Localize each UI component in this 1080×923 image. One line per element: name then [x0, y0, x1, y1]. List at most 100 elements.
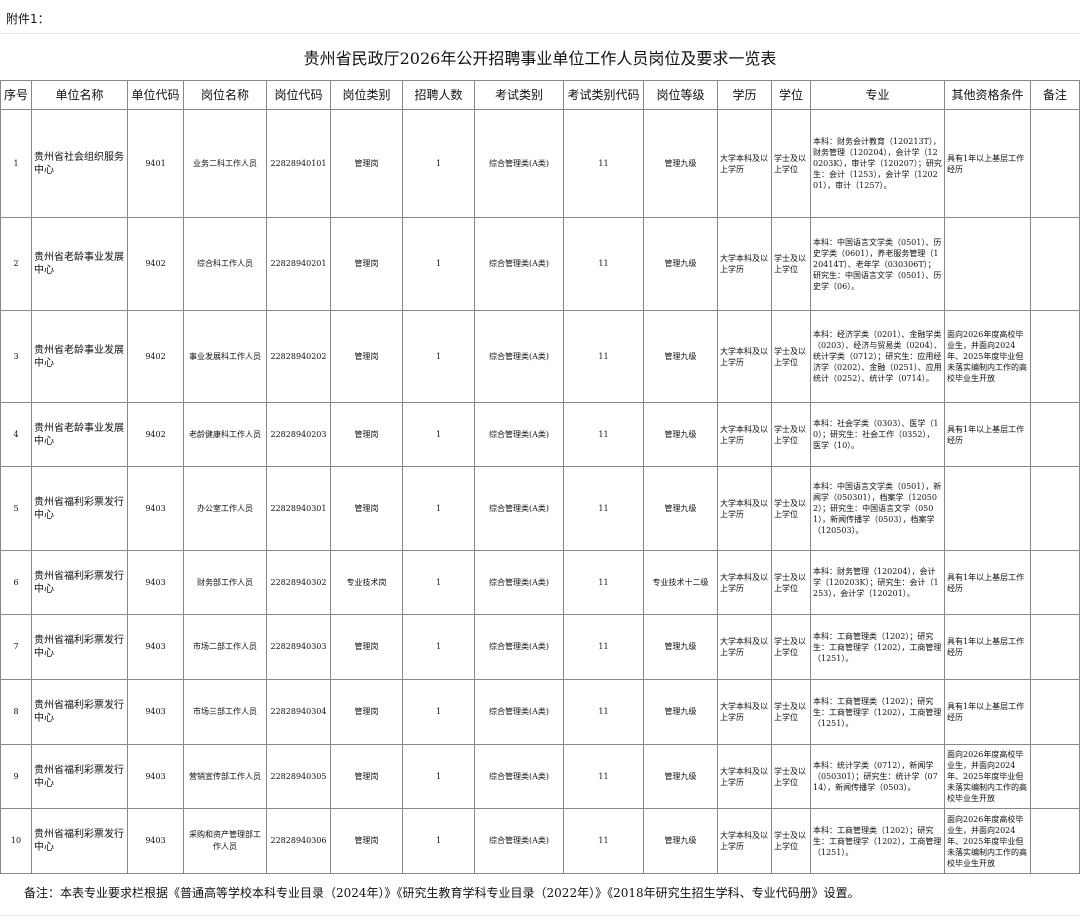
cell-degree: 学士及以上学位 [771, 466, 811, 551]
cell-other-requirements: 具有1年以上基层工作经历 [944, 550, 1031, 615]
cell-exam-type: 综合管理类(A类) [474, 614, 564, 680]
header-other-requirements: 其他资格条件 [944, 80, 1031, 110]
cell-other-requirements: 面向2026年度高校毕业生，并面向2024年、2025年度毕业但未落实编制内工作… [944, 744, 1031, 809]
cell-position-code: 22828940101 [266, 109, 331, 218]
cell-degree: 学士及以上学位 [771, 402, 811, 467]
cell-position-type: 管理岗 [330, 614, 403, 680]
cell-seq: 5 [0, 466, 32, 551]
cell-position-level: 管理九级 [643, 310, 718, 403]
cell-unit-name: 贵州省福利彩票发行中心 [31, 614, 128, 680]
cell-seq: 10 [0, 808, 32, 874]
cell-position-level: 管理九级 [643, 808, 718, 874]
cell-education: 大学本科及以上学历 [717, 109, 772, 218]
cell-exam-type: 综合管理类(A类) [474, 109, 564, 218]
cell-seq: 1 [0, 109, 32, 218]
cell-position-level: 管理九级 [643, 614, 718, 680]
cell-position-level: 管理九级 [643, 217, 718, 311]
cell-other-requirements: 具有1年以上基层工作经历 [944, 614, 1031, 680]
cell-unit-name: 贵州省福利彩票发行中心 [31, 679, 128, 745]
cell-exam-type: 综合管理类(A类) [474, 550, 564, 615]
header-degree: 学位 [771, 80, 811, 110]
cell-other-requirements [944, 217, 1031, 311]
cell-position-code: 22828940203 [266, 402, 331, 467]
footer-note: 备注：本表专业要求栏根据《普通高等学校本科专业目录（2024年）》《研究生教育学… [24, 886, 860, 900]
cell-hire-count: 1 [402, 550, 475, 615]
cell-exam-code: 11 [563, 310, 644, 403]
cell-hire-count: 1 [402, 614, 475, 680]
cell-seq: 3 [0, 310, 32, 403]
cell-unit-code: 9402 [127, 217, 184, 311]
cell-degree: 学士及以上学位 [771, 614, 811, 680]
cell-other-requirements: 具有1年以上基层工作经历 [944, 402, 1031, 467]
cell-unit-code: 9403 [127, 550, 184, 615]
cell-exam-code: 11 [563, 550, 644, 615]
cell-remarks [1030, 402, 1080, 467]
header-position-level: 岗位等级 [643, 80, 718, 110]
cell-position-name: 业务二科工作人员 [183, 109, 267, 218]
cell-position-name: 事业发展科工作人员 [183, 310, 267, 403]
cell-seq: 9 [0, 744, 32, 809]
cell-degree: 学士及以上学位 [771, 109, 811, 218]
cell-position-level: 管理九级 [643, 679, 718, 745]
cell-hire-count: 1 [402, 109, 475, 218]
cell-remarks [1030, 744, 1080, 809]
cell-position-type: 管理岗 [330, 217, 403, 311]
cell-exam-code: 11 [563, 808, 644, 874]
cell-major: 本科：社会学类（0303）、医学（10）；研究生：社会工作（0352），医学（1… [810, 402, 945, 467]
header-exam-type: 考试类别 [474, 80, 564, 110]
header-seq: 序号 [0, 80, 32, 110]
cell-exam-code: 11 [563, 217, 644, 311]
cell-major: 本科：工商管理类（1202）；研究生：工商管理学（1202），工商管理（1251… [810, 614, 945, 680]
cell-education: 大学本科及以上学历 [717, 310, 772, 403]
table-row: 10 贵州省福利彩票发行中心 9403 采购和资产管理部工作人员 22828940306… [0, 808, 1080, 874]
cell-unit-name: 贵州省福利彩票发行中心 [31, 808, 128, 874]
cell-education: 大学本科及以上学历 [717, 679, 772, 745]
cell-position-code: 22828940306 [266, 808, 331, 874]
table-row: 9 贵州省福利彩票发行中心 9403 营销宣传部工作人员 22828940305 管理岗 1… [0, 744, 1080, 809]
header-unit-code: 单位代码 [127, 80, 184, 110]
header-position-type: 岗位类别 [330, 80, 403, 110]
cell-exam-type: 综合管理类(A类) [474, 679, 564, 745]
cell-position-type: 管理岗 [330, 466, 403, 551]
cell-position-type: 管理岗 [330, 679, 403, 745]
cell-unit-code: 9403 [127, 466, 184, 551]
cell-position-code: 22828940302 [266, 550, 331, 615]
cell-degree: 学士及以上学位 [771, 679, 811, 745]
cell-education: 大学本科及以上学历 [717, 744, 772, 809]
cell-exam-type: 综合管理类(A类) [474, 402, 564, 467]
cell-other-requirements [944, 466, 1031, 551]
cell-remarks [1030, 550, 1080, 615]
cell-degree: 学士及以上学位 [771, 310, 811, 403]
cell-major: 本科：工商管理类（1202）；研究生：工商管理学（1202），工商管理（1251… [810, 808, 945, 874]
cell-unit-code: 9403 [127, 614, 184, 680]
table-row: 7 贵州省福利彩票发行中心 9403 市场二部工作人员 22828940303 管理岗 1 综… [0, 614, 1080, 680]
cell-position-code: 22828940303 [266, 614, 331, 680]
cell-exam-code: 11 [563, 679, 644, 745]
cell-exam-code: 11 [563, 109, 644, 218]
cell-remarks [1030, 109, 1080, 218]
cell-hire-count: 1 [402, 466, 475, 551]
cell-unit-code: 9401 [127, 109, 184, 218]
header-position-code: 岗位代码 [266, 80, 331, 110]
cell-degree: 学士及以上学位 [771, 550, 811, 615]
table-row: 1 贵州省社会组织服务中心 9401 业务二科工作人员 22828940101 管理岗 1 综… [0, 109, 1080, 218]
cell-hire-count: 1 [402, 217, 475, 311]
cell-position-name: 市场二部工作人员 [183, 614, 267, 680]
cell-seq: 7 [0, 614, 32, 680]
cell-other-requirements: 面向2026年度高校毕业生，并面向2024年、2025年度毕业但未落实编制内工作… [944, 310, 1031, 403]
table-row: 5 贵州省福利彩票发行中心 9403 办公室工作人员 22828940301 管理岗 1 综合… [0, 466, 1080, 551]
cell-remarks [1030, 310, 1080, 403]
table-row: 4 贵州省老龄事业发展中心 9402 老龄健康科工作人员 22828940203 管理岗 1… [0, 402, 1080, 467]
cell-unit-code: 9403 [127, 744, 184, 809]
header-major: 专业 [810, 80, 945, 110]
cell-position-level: 管理九级 [643, 109, 718, 218]
cell-position-type: 管理岗 [330, 109, 403, 218]
table-row: 3 贵州省老龄事业发展中心 9402 事业发展科工作人员 22828940202 管理岗 1… [0, 310, 1080, 403]
cell-major: 本科：财务管理（120204），会计学（120203K）；研究生：会计（1253… [810, 550, 945, 615]
cell-position-type: 专业技术岗 [330, 550, 403, 615]
cell-position-name: 办公室工作人员 [183, 466, 267, 551]
cell-seq: 4 [0, 402, 32, 467]
cell-position-type: 管理岗 [330, 402, 403, 467]
divider [0, 33, 1080, 34]
cell-degree: 学士及以上学位 [771, 808, 811, 874]
